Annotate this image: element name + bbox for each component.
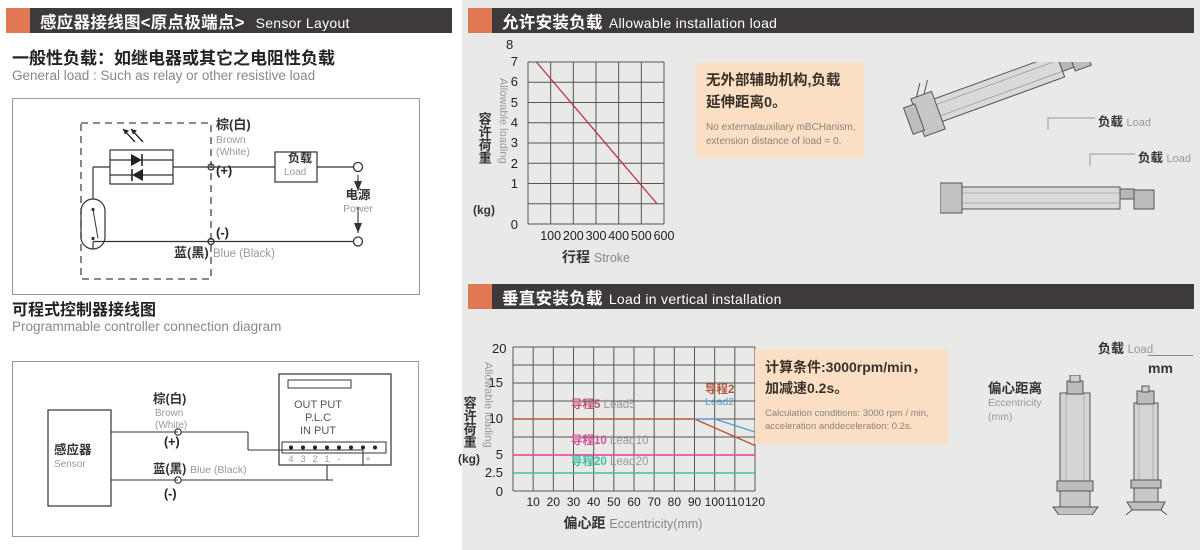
svg-text:(+): (+) [216,163,232,178]
svg-text:3: 3 [300,454,305,465]
svg-text:P.L.C: P.L.C [305,412,331,424]
svg-text:100: 100 [705,495,725,509]
svg-text:5: 5 [511,95,518,110]
svg-text:行程 Stroke: 行程 Stroke [562,249,630,265]
svg-text:300: 300 [586,229,607,243]
svg-text:(-): (-) [216,225,229,240]
svg-text:(White): (White) [155,420,187,431]
svg-text:导程20 Lead20: 导程20 Lead20 [571,454,648,468]
svg-text:Brown: Brown [155,408,183,419]
svg-text:负载: 负载 [288,150,312,165]
svg-text:0: 0 [511,217,518,232]
svg-text:IN PUT: IN PUT [300,425,336,437]
svg-text:10: 10 [526,495,540,509]
svg-text:棕(白): 棕(白) [216,117,251,132]
svg-text:Brown: Brown [216,134,246,146]
svg-text:60: 60 [627,495,641,509]
svg-text:0: 0 [496,484,503,499]
svg-text:电源: 电源 [345,187,371,202]
svg-text:70: 70 [647,495,661,509]
svg-text:感应器: 感应器 [54,442,92,457]
svg-text:3: 3 [511,135,518,150]
svg-text:蓝(黑): 蓝(黑) [174,245,209,260]
svg-text:30: 30 [567,495,581,509]
svg-text:2: 2 [511,156,518,171]
svg-text:50: 50 [607,495,621,509]
svg-text:OUT PUT: OUT PUT [294,399,342,411]
svg-text:6: 6 [511,74,518,89]
svg-text:80: 80 [668,495,682,509]
svg-text:棕(白): 棕(白) [153,391,186,406]
svg-text:Lead2: Lead2 [705,396,734,408]
svg-text:40: 40 [587,495,601,509]
svg-text:7: 7 [511,54,518,69]
svg-text:2.5: 2.5 [485,465,503,480]
svg-text:导程2: 导程2 [705,382,734,396]
svg-text:110: 110 [725,495,744,509]
svg-text:-: - [337,454,340,465]
svg-text:Power: Power [343,203,373,215]
svg-text:100: 100 [540,229,561,243]
svg-text:600: 600 [654,229,675,243]
svg-text:Blue (Black): Blue (Black) [190,464,247,476]
svg-text:Sensor: Sensor [54,459,86,470]
svg-text:导程10 Lead10: 导程10 Lead10 [571,433,648,447]
svg-text:蓝(黑): 蓝(黑) [153,461,186,476]
svg-text:400: 400 [608,229,629,243]
svg-text:Blue (Black): Blue (Black) [213,248,275,260]
svg-text:4: 4 [511,115,518,130]
svg-text:200: 200 [563,229,584,243]
svg-text:(White): (White) [216,146,250,158]
svg-text:500: 500 [631,229,652,243]
svg-text:90: 90 [688,495,702,509]
svg-text:5: 5 [496,447,503,462]
svg-text:(-): (-) [164,487,177,501]
svg-text:1: 1 [324,454,329,465]
svg-text:2: 2 [312,454,317,465]
svg-text:+: + [365,454,371,465]
svg-text:20: 20 [547,495,561,509]
svg-text:偏心距 Eccentricity(mm): 偏心距 Eccentricity(mm) [564,515,703,531]
svg-text:4: 4 [288,454,293,465]
svg-text:120: 120 [745,495,765,509]
svg-text:Load: Load [284,167,306,178]
svg-text:(+): (+) [164,435,180,449]
svg-text:导程5 Lead5: 导程5 Lead5 [571,397,636,411]
svg-text:1: 1 [511,176,518,191]
